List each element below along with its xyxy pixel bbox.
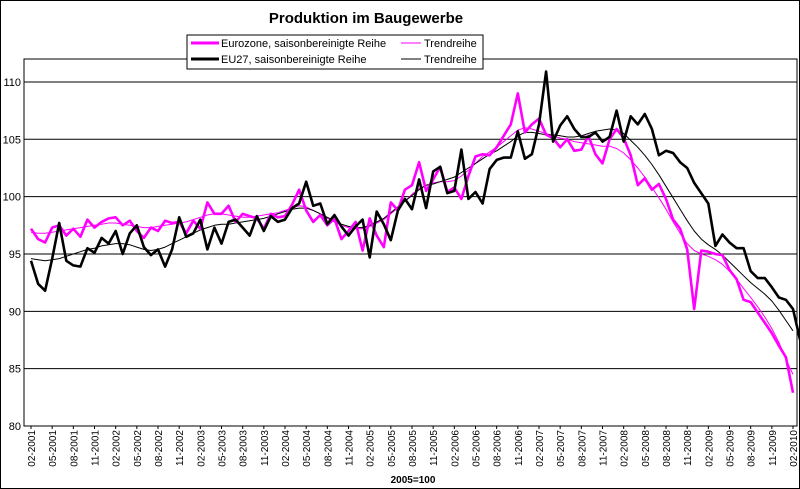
series-eurozone-trend bbox=[30, 127, 794, 375]
x-tick-label: 05-2006 bbox=[472, 430, 483, 467]
x-tick-label: 02-2006 bbox=[450, 430, 461, 467]
x-tick-label: 05-2005 bbox=[387, 430, 398, 467]
y-tick-label: 90 bbox=[9, 306, 21, 318]
legend-box bbox=[186, 34, 484, 70]
x-tick-label: 11-2001 bbox=[91, 430, 102, 466]
x-axis: 02-2001 05-2001 08-2001 11-2001 02-2002 05-20… bbox=[27, 426, 799, 467]
legend-label-eurozone: Eurozone, saisonbereinigte Reihe bbox=[221, 38, 386, 50]
y-tick-label: 110 bbox=[3, 77, 21, 89]
x-axis-label: 2005=100 bbox=[391, 475, 436, 486]
x-tick-label: 02-2008 bbox=[620, 430, 631, 467]
gridlines bbox=[24, 81, 797, 370]
series-eu27 bbox=[29, 70, 799, 341]
x-tick-label: 11-2002 bbox=[175, 430, 186, 466]
x-tick-label: 08-2002 bbox=[154, 430, 165, 467]
chart-title: Produktion im Baugewerbe bbox=[269, 10, 463, 27]
x-tick-label: 02-2001 bbox=[27, 430, 38, 467]
y-tick-label: 80 bbox=[9, 421, 21, 433]
x-tick-label: 02-2003 bbox=[196, 430, 207, 467]
x-tick-label: 08-2009 bbox=[747, 430, 758, 467]
legend-label-eu27: EU27, saisonbereinigte Reihe bbox=[221, 54, 367, 66]
x-tick-label: 05-2004 bbox=[302, 430, 313, 467]
x-tick-label: 05-2001 bbox=[48, 430, 59, 467]
x-tick-label: 08-2004 bbox=[323, 430, 334, 467]
x-tick-label: 05-2008 bbox=[641, 430, 652, 467]
y-tick-label: 85 bbox=[9, 364, 21, 376]
x-tick-label: 05-2002 bbox=[133, 430, 144, 467]
series-eurozone bbox=[29, 92, 795, 393]
x-tick-label: 11-2003 bbox=[260, 430, 271, 466]
y-tick-label: 100 bbox=[3, 192, 21, 204]
plot-area bbox=[23, 58, 798, 427]
x-tick-label: 11-2005 bbox=[429, 430, 440, 466]
x-tick-label: 08-2008 bbox=[662, 430, 673, 467]
x-tick-label: 11-2007 bbox=[599, 430, 610, 466]
x-tick-label: 02-2009 bbox=[704, 430, 715, 467]
x-tick-label: 05-2009 bbox=[726, 430, 737, 467]
x-tick-label: 08-2007 bbox=[577, 430, 588, 467]
x-tick-label: 02-2010 bbox=[789, 430, 799, 467]
y-tick-label: 95 bbox=[9, 249, 21, 261]
legend-label-eu27-trend: Trendreihe bbox=[424, 54, 477, 66]
x-tick-label: 02-2004 bbox=[281, 430, 292, 467]
x-tick-label: 08-2001 bbox=[69, 430, 80, 467]
x-tick-label: 11-2004 bbox=[345, 430, 356, 466]
y-tick-label: 105 bbox=[3, 134, 21, 146]
x-tick-label: 05-2003 bbox=[218, 430, 229, 467]
legend-label-eurozone-trend: Trendreihe bbox=[424, 38, 477, 50]
legend: Eurozone, saisonbereinigte Reihe Trendre… bbox=[186, 34, 484, 70]
x-tick-label: 08-2005 bbox=[408, 430, 419, 467]
x-tick-label: 02-2007 bbox=[535, 430, 546, 467]
x-tick-label: 08-2006 bbox=[493, 430, 504, 467]
x-tick-label: 05-2007 bbox=[556, 430, 567, 467]
series-lines bbox=[29, 70, 799, 393]
y-axis: 80 85 90 95 100 105 110 bbox=[3, 77, 21, 433]
x-tick-label: 11-2006 bbox=[514, 430, 525, 466]
x-tick-label: 08-2003 bbox=[239, 430, 250, 467]
x-tick-label: 11-2009 bbox=[768, 430, 779, 466]
x-tick-label: 11-2008 bbox=[683, 430, 694, 466]
x-tick-label: 02-2002 bbox=[112, 430, 123, 467]
x-tick-label: 02-2005 bbox=[366, 430, 377, 467]
